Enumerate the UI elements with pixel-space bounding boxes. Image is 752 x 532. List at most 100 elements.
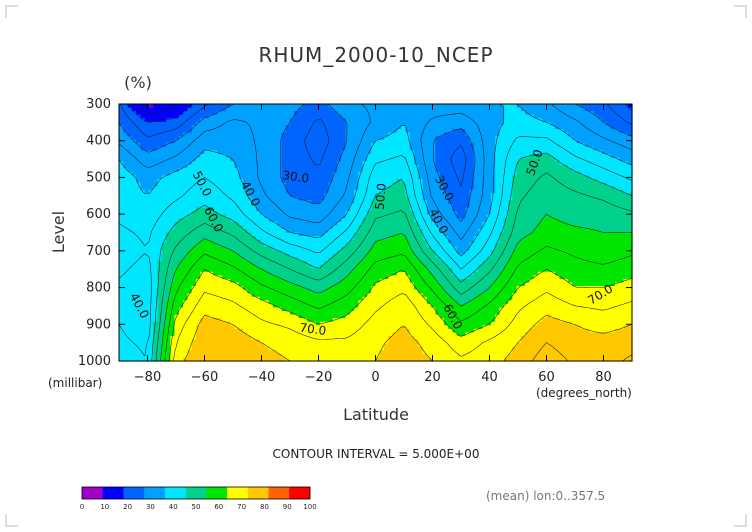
field-cell: [251, 239, 257, 244]
field-cell: [572, 132, 578, 137]
field-cell: [255, 225, 261, 230]
field-cell: [555, 132, 560, 137]
field-cell: [486, 186, 492, 191]
field-cell: [298, 132, 304, 137]
field-cell: [294, 136, 300, 141]
field-cell: [589, 239, 595, 244]
field-cell: [221, 232, 227, 237]
field-cell: [456, 107, 462, 112]
field-cell: [302, 157, 308, 162]
field-cell: [431, 139, 436, 144]
field-cell: [272, 171, 278, 176]
field-cell: [136, 203, 141, 209]
field-cell: [375, 118, 381, 123]
field-cell: [396, 221, 402, 226]
field-cell: [542, 168, 548, 173]
field-cell: [123, 236, 129, 241]
field-cell: [148, 175, 154, 180]
field-cell: [140, 232, 146, 237]
field-cell: [328, 168, 334, 173]
field-cell: [495, 221, 501, 226]
field-cell: [520, 146, 526, 151]
field-cell: [593, 104, 599, 109]
field-cell: [307, 232, 312, 237]
field-cell: [281, 111, 287, 116]
field-cell: [614, 239, 620, 244]
field-cell: [572, 243, 578, 248]
field-cell: [388, 228, 394, 234]
field-cell: [576, 125, 582, 130]
field-cell: [478, 128, 483, 134]
field-cell: [422, 211, 428, 216]
field-cell: [576, 136, 582, 141]
field-cell: [307, 214, 312, 219]
field-cell: [166, 164, 171, 169]
field-cell: [195, 239, 201, 244]
field-cell: [247, 200, 253, 205]
field-cell: [315, 168, 321, 173]
field-cell: [136, 207, 141, 212]
field-cell: [264, 203, 270, 209]
field-cell: [127, 243, 133, 248]
field-cell: [435, 153, 441, 159]
field-cell: [264, 107, 270, 112]
field-cell: [465, 232, 471, 237]
field-cell: [148, 121, 154, 127]
field-cell: [161, 139, 167, 144]
field-cell: [136, 125, 141, 130]
field-cell: [281, 239, 287, 244]
field-cell: [264, 157, 270, 162]
field-cell: [200, 139, 206, 144]
field-cell: [307, 164, 312, 169]
field-cell: [238, 232, 244, 237]
field-cell: [384, 175, 389, 180]
field-cell: [213, 218, 218, 223]
field-cell: [606, 114, 612, 119]
field-cell: [311, 153, 317, 159]
field-cell: [486, 211, 492, 216]
field-cell: [234, 186, 240, 191]
field-cell: [418, 186, 424, 191]
field-cell: [461, 203, 466, 209]
field-cell: [349, 203, 355, 209]
field-cell: [396, 203, 402, 209]
field-cell: [294, 196, 300, 201]
field-cell: [161, 168, 167, 173]
field-cell: [409, 171, 415, 176]
field-cell: [238, 239, 244, 244]
field-cell: [187, 146, 193, 151]
field-cell: [290, 171, 295, 176]
field-cell: [217, 246, 223, 251]
field-cell: [136, 161, 141, 166]
field-cell: [183, 175, 189, 180]
field-cell: [478, 161, 483, 166]
field-cell: [362, 203, 368, 209]
field-cell: [307, 250, 312, 255]
field-cell: [606, 203, 612, 209]
field-cell: [298, 236, 304, 241]
field-cell: [247, 207, 253, 212]
field-cell: [208, 143, 214, 148]
field-cell: [546, 132, 552, 137]
field-cell: [461, 168, 466, 173]
field-cell: [307, 211, 312, 216]
field-cell: [576, 114, 582, 119]
field-cell: [161, 243, 167, 248]
field-cell: [290, 250, 295, 255]
field-cell: [208, 175, 214, 180]
field-cell: [396, 193, 402, 198]
field-cell: [208, 128, 214, 134]
field-cell: [508, 200, 513, 205]
field-cell: [174, 111, 180, 116]
field-cell: [448, 111, 454, 116]
field-cell: [354, 228, 360, 234]
field-cell: [443, 125, 449, 130]
field-cell: [217, 118, 223, 123]
field-cell: [627, 203, 633, 209]
field-cell: [503, 200, 509, 205]
field-cell: [379, 232, 385, 237]
field-cell: [170, 228, 176, 234]
field-cell: [448, 146, 454, 151]
field-cell: [144, 207, 150, 212]
field-cell: [490, 132, 496, 137]
